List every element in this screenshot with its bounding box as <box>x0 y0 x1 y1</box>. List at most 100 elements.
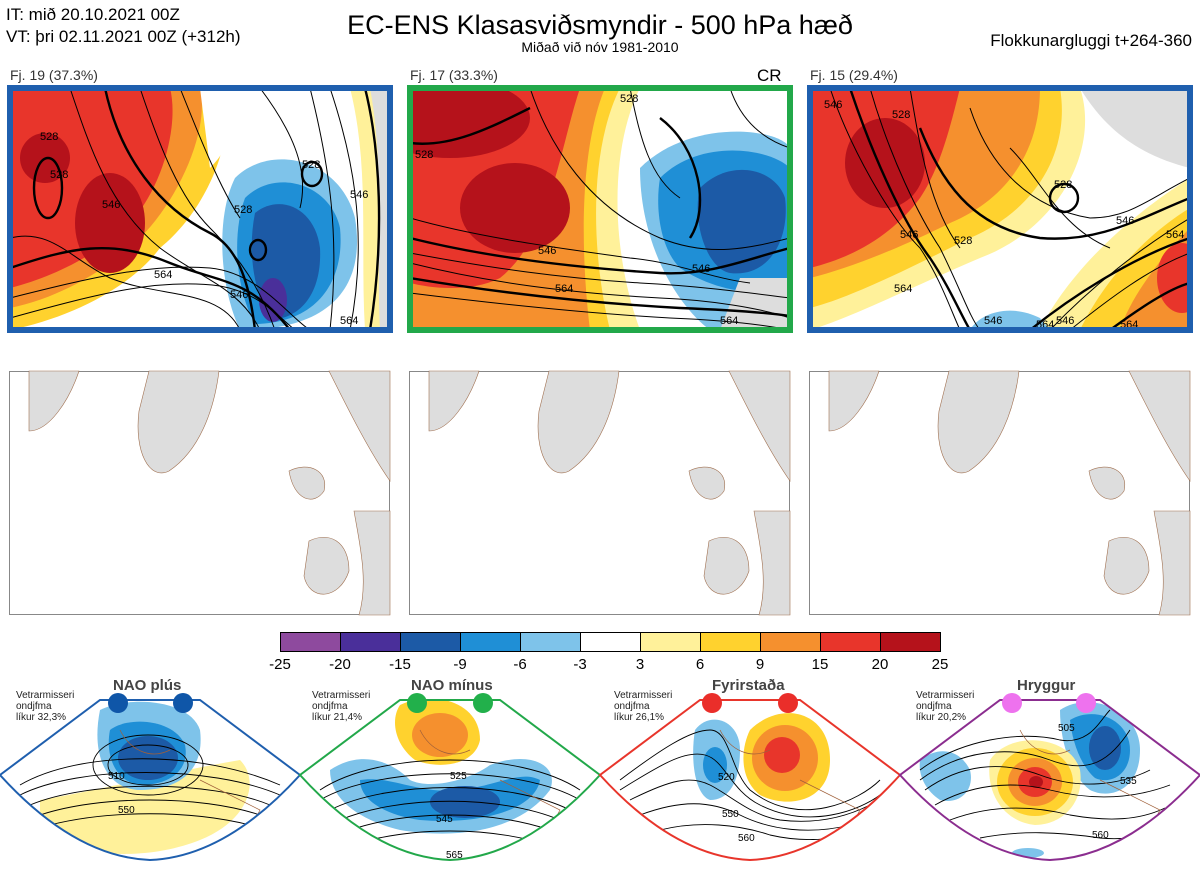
regime-dot <box>1002 693 1022 713</box>
svg-text:546: 546 <box>900 229 918 241</box>
colorbar-tick: -15 <box>389 656 411 673</box>
svg-text:565: 565 <box>446 850 463 861</box>
colorbar-swatch <box>340 632 401 652</box>
regime-name-3: Fyrirstaða <box>712 677 785 694</box>
anomaly-min <box>1089 726 1121 770</box>
regime-map-3[interactable]: 520 550 560 <box>598 690 902 868</box>
regime-name-2: NAO mínus <box>411 677 493 694</box>
anomaly-area <box>40 760 250 854</box>
neutral-area <box>200 88 250 168</box>
regime-note-line: ondjfma <box>614 701 650 712</box>
anomaly-max <box>845 118 925 208</box>
svg-text:528: 528 <box>234 204 252 216</box>
regime-note-line: Vetrarmisseri <box>614 690 673 701</box>
svg-text:528: 528 <box>302 159 320 171</box>
svg-text:546: 546 <box>1116 215 1134 227</box>
svg-text:564: 564 <box>894 283 912 295</box>
colorbar-tick: -6 <box>513 656 527 673</box>
colorbar <box>280 632 941 652</box>
cluster-border <box>407 85 793 333</box>
regime-note-line: líkur 32,3% <box>16 712 67 723</box>
regime-dot <box>173 693 193 713</box>
regime-dot <box>702 693 722 713</box>
svg-text:528: 528 <box>50 169 68 181</box>
regime-map-4[interactable]: 505 535 560 <box>898 690 1200 868</box>
svg-text:546: 546 <box>102 199 120 211</box>
init-time-block: IT: mið 20.10.2021 00Z VT: þri 02.11.202… <box>6 4 241 48</box>
colorbar-tick: 3 <box>635 656 645 673</box>
colorbar-tick: 25 <box>931 656 949 673</box>
colorbar-tick: -9 <box>453 656 467 673</box>
regime-border <box>898 699 1200 862</box>
canada-land <box>828 370 880 432</box>
colorbar-tick: -25 <box>269 656 291 673</box>
colorbar-tick: 15 <box>811 656 829 673</box>
svg-text:505: 505 <box>1058 723 1075 734</box>
svg-text:528: 528 <box>1054 179 1072 191</box>
iceland-land <box>688 466 726 500</box>
svg-text:564: 564 <box>555 283 573 295</box>
svg-text:546: 546 <box>824 99 842 111</box>
colorbar-swatch <box>280 632 341 652</box>
anomaly-min <box>430 786 500 818</box>
empty-map-2[interactable] <box>409 370 791 616</box>
empty-map-1[interactable] <box>9 370 391 616</box>
colorbar-swatch <box>760 632 821 652</box>
britain-land <box>1103 536 1150 595</box>
scandinavia-land <box>1128 370 1191 482</box>
svg-text:564: 564 <box>340 315 358 327</box>
anomaly-min <box>259 278 287 322</box>
cluster-map-1[interactable]: 528 528 546 564 546 528 528 546 564 <box>7 85 393 333</box>
cluster-border <box>7 85 393 333</box>
anomaly-max <box>410 88 530 158</box>
empty-map-3[interactable] <box>809 370 1191 616</box>
svg-text:546: 546 <box>350 189 368 201</box>
regime-note-line: líkur 20,2% <box>916 712 967 723</box>
iceland-land <box>288 466 326 500</box>
svg-text:546: 546 <box>230 289 248 301</box>
colorbar-tick: 9 <box>755 656 765 673</box>
anomaly-min <box>697 169 786 274</box>
cluster-map-3[interactable]: 546 528 546 564 528 528 546 564 546 564 … <box>807 85 1193 333</box>
regime-name-4: Hryggur <box>1017 677 1076 694</box>
svg-text:528: 528 <box>620 93 638 105</box>
svg-text:528: 528 <box>892 109 910 121</box>
regime-note-line: Vetrarmisseri <box>916 690 975 701</box>
anomaly-max <box>460 163 570 253</box>
regime-note-line: líkur 21,4% <box>312 712 363 723</box>
anomaly-max <box>1029 776 1043 788</box>
anomaly-max <box>764 737 800 773</box>
svg-text:564: 564 <box>154 269 172 281</box>
regime-map-2[interactable]: 525 545 565 <box>298 690 602 868</box>
cluster-map-2[interactable]: 528 546 564 546 528 564 <box>407 85 793 333</box>
regime-dot <box>473 693 493 713</box>
anomaly-max <box>1157 243 1190 313</box>
colorbar-swatch <box>520 632 581 652</box>
svg-text:560: 560 <box>1092 830 1109 841</box>
svg-text:510: 510 <box>108 771 125 782</box>
canada-land <box>428 370 480 432</box>
regime-note-line: Vetrarmisseri <box>16 690 75 701</box>
regime-note-1: Vetrarmisseri ondjfma líkur 32,3% <box>16 690 74 723</box>
colorbar-swatch <box>700 632 761 652</box>
svg-text:528: 528 <box>415 149 433 161</box>
svg-text:560: 560 <box>738 833 755 844</box>
anomaly-area <box>970 310 1050 330</box>
regime-dot <box>778 693 798 713</box>
anomaly-min <box>118 736 178 780</box>
regime-note-4: Vetrarmisseri ondjfma líkur 20,2% <box>916 690 974 723</box>
regime-map-1[interactable]: 510 550 <box>0 690 302 868</box>
svg-text:546: 546 <box>538 245 556 257</box>
cluster-border <box>807 85 1193 333</box>
cluster-label-3: Fj. 15 (29.4%) <box>810 67 898 83</box>
regime-dot <box>407 693 427 713</box>
svg-text:564: 564 <box>720 315 738 327</box>
britain-land <box>703 536 750 595</box>
page-title: EC-ENS Klasasviðsmyndir - 500 hPa hæð <box>347 10 853 40</box>
svg-text:546: 546 <box>692 263 710 275</box>
svg-text:550: 550 <box>118 805 135 816</box>
regime-name-1: NAO plús <box>113 677 182 694</box>
scandinavia-land <box>728 370 791 482</box>
colorbar-tick: 6 <box>695 656 705 673</box>
regime-dot <box>1076 693 1096 713</box>
